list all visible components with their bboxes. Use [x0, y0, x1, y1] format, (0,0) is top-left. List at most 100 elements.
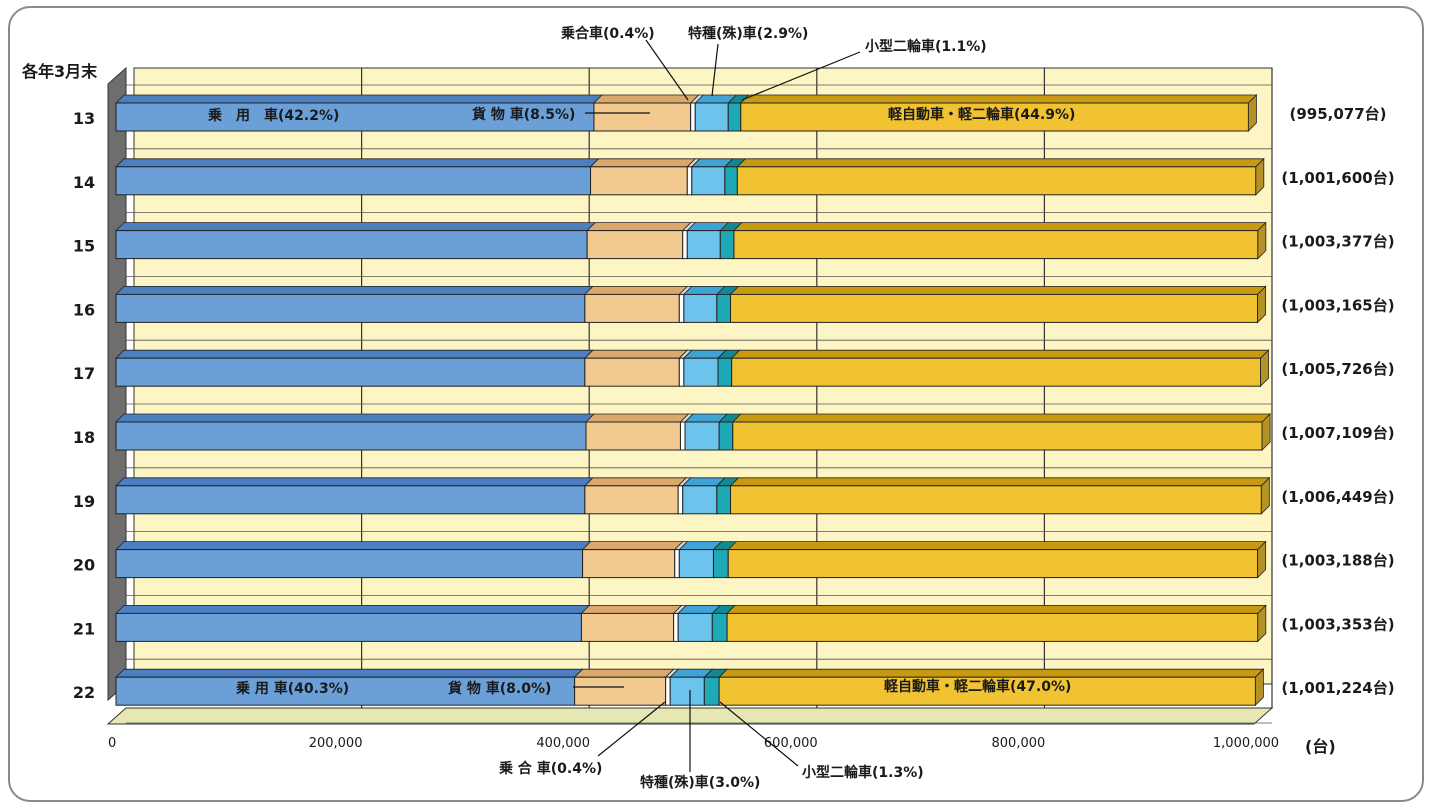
bar-segment-side	[1255, 157, 1265, 196]
bar-segment-top	[729, 285, 1267, 295]
bar-segment	[686, 230, 721, 260]
category-label: 14	[73, 173, 95, 192]
x-tick-label: 0	[108, 736, 116, 751]
total-label: (995,077台)	[1289, 105, 1386, 123]
bar-segment	[736, 166, 1257, 196]
bar-segment	[677, 612, 713, 642]
bar-segment-top	[115, 413, 595, 423]
bar-segment-top	[592, 94, 700, 104]
bottom-label-passenger: 乗 用 車(40.3%)	[235, 680, 349, 697]
bar-segment-side	[1257, 285, 1267, 324]
bar-segment-side	[1247, 94, 1257, 132]
bar-segment-top	[736, 158, 1265, 168]
bar-segment	[115, 230, 588, 260]
leader-line	[719, 701, 799, 767]
bar-segment-side	[1257, 221, 1267, 260]
bar-segment	[683, 293, 718, 323]
bottom-label-freight: 貨 物 車(8.0%)	[447, 680, 551, 697]
total-label: (1,006,449台)	[1281, 488, 1394, 506]
bar-segment-top	[583, 477, 688, 487]
bar-segment	[682, 230, 688, 260]
bottom-label-bus: 乗 合 車(0.4%)	[498, 760, 602, 777]
bar-segment-top	[718, 668, 1265, 678]
total-label: (1,001,600台)	[1281, 169, 1394, 187]
category-label: 22	[73, 683, 95, 702]
bar-segment-top	[729, 477, 1271, 487]
bar-segment-top	[573, 668, 675, 678]
bar-segment	[580, 612, 675, 642]
bar-segment-top	[583, 285, 689, 295]
bar-segment	[674, 549, 680, 579]
top-label-passenger: 乗 用 車(42.2%)	[207, 107, 339, 124]
bar-segment	[724, 166, 738, 196]
category-label: 17	[73, 364, 95, 383]
bar-segment-top	[589, 158, 697, 168]
bar-segment-top	[115, 158, 600, 168]
bar-segment	[678, 293, 685, 323]
bar-segment-top	[580, 605, 683, 614]
top-label-freight: 貨 物 車(8.5%)	[471, 106, 575, 123]
bar-segment	[115, 421, 587, 451]
bar-segment	[718, 421, 734, 451]
bar-segment	[677, 485, 684, 515]
bar-segment-top	[115, 477, 594, 487]
bar-segment-top	[115, 222, 597, 232]
bar-segment-top	[115, 285, 594, 295]
category-label: 19	[73, 492, 95, 511]
bar-segment	[682, 485, 718, 515]
top-label-special: 特種(殊)車(2.9%)	[688, 25, 808, 42]
bottom-label-motorcycle: 小型二輪車(1.3%)	[802, 764, 924, 781]
top-label-motorcycle: 小型二輪車(1.1%)	[865, 38, 987, 55]
bar-segment	[690, 102, 696, 132]
bar-segment	[731, 357, 1262, 387]
bar-segment	[669, 676, 705, 706]
bar-segment	[115, 485, 586, 515]
leader-line	[645, 39, 689, 101]
total-label: (1,003,188台)	[1281, 552, 1394, 570]
total-label: (1,003,377台)	[1281, 233, 1394, 251]
bar-segment	[730, 485, 1262, 515]
bar-segment	[590, 166, 688, 196]
category-label: 21	[73, 619, 95, 638]
bar-segment-top	[727, 541, 1267, 550]
bar-segment	[726, 612, 1259, 642]
category-label: 18	[73, 428, 95, 447]
x-tick-label: 400,000	[536, 736, 590, 751]
bar-segment	[727, 102, 742, 132]
bar-segment	[584, 293, 680, 323]
bar-segment	[115, 549, 584, 579]
bar-segment	[586, 230, 684, 260]
bar-segment	[574, 676, 667, 706]
bar-segment-top	[585, 413, 690, 423]
total-label: (1,003,353台)	[1281, 615, 1394, 633]
bar-segment	[711, 612, 728, 642]
bar-segment-side	[1260, 476, 1270, 515]
bar-segment-top	[731, 413, 1272, 423]
bar-segment-top	[732, 222, 1267, 232]
category-label: 13	[73, 109, 95, 128]
bar-segment-side	[1257, 540, 1267, 579]
bar-segment	[115, 293, 586, 323]
bar-segment-top	[115, 94, 603, 104]
bar-segment	[115, 166, 592, 196]
total-label: (1,001,224台)	[1281, 679, 1394, 697]
total-label: (1,003,165台)	[1281, 296, 1394, 314]
bar-segment-top	[115, 668, 584, 678]
bar-segment-top	[115, 349, 594, 359]
bar-segment	[716, 485, 732, 515]
bar-segment	[727, 549, 1259, 579]
bar-segment	[703, 676, 720, 706]
x-tick-label: 600,000	[764, 736, 818, 751]
bar-segment	[115, 357, 586, 387]
bottom-label-kei: 軽自動車・軽二輪車(47.0%)	[884, 678, 1071, 695]
bar-segment	[678, 549, 714, 579]
category-label: 20	[73, 556, 95, 575]
bar-segment-top	[581, 541, 684, 550]
x-tick-label: 1,000,000	[1213, 736, 1279, 751]
bar-segment-side	[1257, 604, 1267, 643]
total-label: (1,005,726台)	[1281, 360, 1394, 378]
bar-segment	[683, 357, 719, 387]
category-label: 16	[73, 300, 95, 319]
x-tick-label: 200,000	[309, 736, 363, 751]
